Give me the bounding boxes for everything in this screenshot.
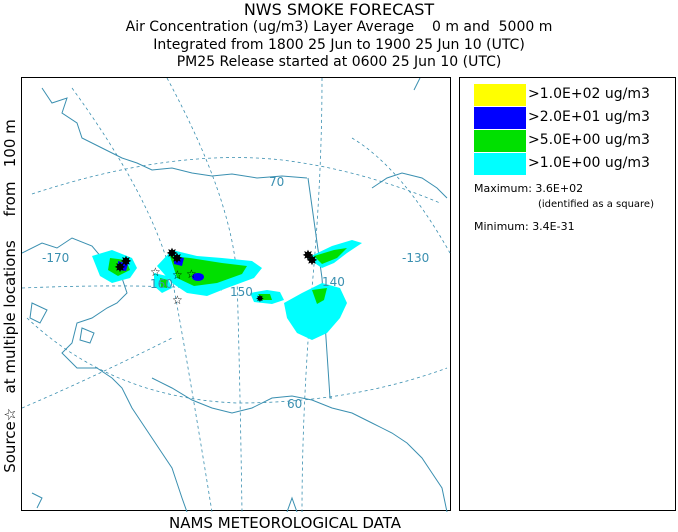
minimum-value: 3.4E-31 xyxy=(532,220,575,233)
smoke-map: ✸ ✸ ✸ ✸ ✸ ✸ ✸ ☆ ☆ ☆ ☆ -170 160 150 140 -… xyxy=(21,77,451,512)
lon-150-line xyxy=(71,87,213,512)
lon-label-170: -170 xyxy=(42,251,69,265)
source-open-4: ☆ xyxy=(172,293,183,307)
source-markers: ✸ ✸ ✸ ✸ ✸ ✸ ✸ xyxy=(114,246,318,305)
source-side-label: Source☆ at multiple locations from 100 m xyxy=(0,80,22,512)
border-line xyxy=(307,177,332,399)
smoke-plumes xyxy=(92,240,362,340)
source-label-text: Source☆ at multiple locations from 100 m xyxy=(1,119,19,473)
north-edge xyxy=(413,78,421,91)
plume-kenai-green xyxy=(258,294,272,300)
source-cluster-central: ✸ xyxy=(166,246,178,262)
lon-label-130: -130 xyxy=(402,251,429,265)
legend-swatch-cyan xyxy=(474,153,526,175)
source-open-1: ☆ xyxy=(150,265,161,279)
legend-panel: >1.0E+02 ug/m3 >2.0E+01 ug/m3 >5.0E+00 u… xyxy=(459,77,676,511)
lon-label-160: 160 xyxy=(150,277,173,291)
minimum-stat: Minimum: 3.4E-31 xyxy=(474,220,575,233)
lon-label-140: 140 xyxy=(322,275,345,289)
source-cluster-east2: ✸ xyxy=(302,248,314,264)
plume-east-green xyxy=(314,248,347,264)
plume-southeast-green xyxy=(312,288,327,304)
lat70-line xyxy=(31,157,441,204)
plume-central-blue xyxy=(174,256,184,266)
maximum-label: Maximum: xyxy=(474,182,532,195)
southwest-coast xyxy=(31,492,43,509)
legend-swatch-green xyxy=(474,130,526,152)
legend-swatch-yellow xyxy=(474,84,526,106)
lat60-line xyxy=(26,317,448,404)
source-cluster-west: ✸ xyxy=(114,260,126,276)
plume-central-green xyxy=(170,256,247,286)
concentration-description: Air Concentration (ug/m3) Layer Average … xyxy=(125,19,553,35)
lat-label-60: 60 xyxy=(287,397,302,411)
map-canvas: ✸ ✸ ✸ ✸ ✸ ✸ ✸ ☆ ☆ ☆ ☆ -170 160 150 140 -… xyxy=(22,78,451,512)
legend-entry: >5.0E+00 ug/m3 xyxy=(474,130,674,152)
legend-label: >1.0E+00 ug/m3 xyxy=(528,155,650,171)
lon-label-150: 150 xyxy=(230,285,253,299)
source-cluster-west2: ✸ xyxy=(120,254,132,270)
coastlines xyxy=(22,78,448,512)
plume-southeast-cyan xyxy=(284,283,347,340)
release-start: PM25 Release started at 0600 25 Jun 10 (… xyxy=(176,54,502,70)
legend-swatch-blue xyxy=(474,107,526,129)
legend-entry: >1.0E+00 ug/m3 xyxy=(474,153,674,175)
legend-label: >1.0E+02 ug/m3 xyxy=(528,86,650,102)
legend-label: >2.0E+01 ug/m3 xyxy=(528,109,650,125)
lon-130-line xyxy=(351,137,451,254)
maximum-note: (identified as a square) xyxy=(538,199,654,210)
plume-central-blue2 xyxy=(192,273,204,281)
open-source-markers: ☆ ☆ ☆ ☆ xyxy=(150,265,197,307)
legend-entry: >1.0E+02 ug/m3 xyxy=(474,84,674,106)
south-coast xyxy=(151,377,448,512)
legend-label: >5.0E+00 ug/m3 xyxy=(528,132,650,148)
island-2 xyxy=(79,327,95,344)
source-cluster-central2: ✸ xyxy=(171,251,183,267)
arctic-coast xyxy=(41,87,308,179)
island-1 xyxy=(29,302,48,324)
chart-title: NWS SMOKE FORECAST xyxy=(243,0,435,19)
source-open-2: ☆ xyxy=(172,268,183,282)
source-cluster-east: ✸ xyxy=(306,253,318,269)
minimum-label: Minimum: xyxy=(474,220,529,233)
integration-period: Integrated from 1800 25 Jun to 1900 25 J… xyxy=(153,37,525,53)
footer-data-source: NAMS METEOROLOGICAL DATA xyxy=(169,514,401,532)
plume-south-green xyxy=(160,278,168,288)
canada-coast xyxy=(371,172,448,199)
legend-entry: >2.0E+01 ug/m3 xyxy=(474,107,674,129)
lon-160-line xyxy=(22,337,173,409)
source-open-3: ☆ xyxy=(186,267,197,281)
maximum-stat: Maximum: 3.6E+02 xyxy=(474,182,583,195)
panhandle xyxy=(286,496,298,512)
source-kenai: ✸ xyxy=(256,294,264,305)
lon-170-line xyxy=(22,285,223,291)
lat-label-70: 70 xyxy=(269,175,284,189)
west-coast xyxy=(22,237,188,512)
plume-west-blue xyxy=(118,261,128,271)
maximum-value: 3.6E+02 xyxy=(535,182,584,195)
